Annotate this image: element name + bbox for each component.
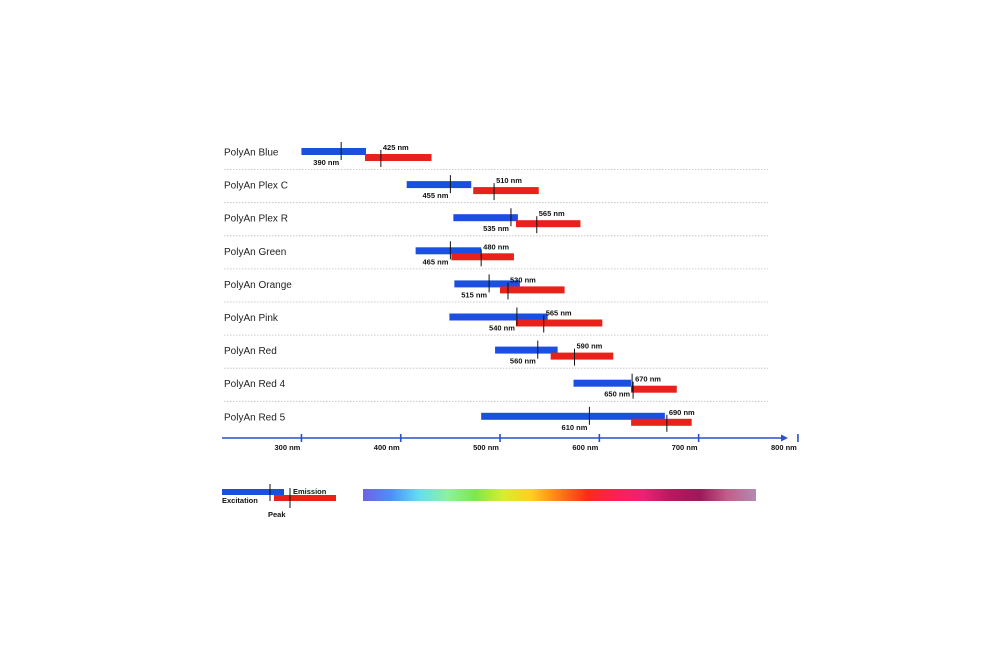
emission-peak-label: 425 nm — [383, 143, 409, 152]
excitation-peak-label: 535 nm — [483, 224, 509, 233]
emission-peak-label: 565 nm — [546, 309, 572, 318]
emission-bar — [364, 154, 432, 161]
emission-peak-label: 530 nm — [510, 275, 536, 284]
x-tick-label: 300 nm — [275, 443, 301, 452]
row-1: PolyAn Plex C 455 nm 510 nm — [224, 175, 768, 204]
excitation-peak-label: 465 nm — [423, 257, 449, 266]
row-label: PolyAn Green — [224, 247, 286, 258]
emission-bar — [473, 187, 539, 195]
x-tick-label: 600 nm — [572, 443, 598, 452]
x-tick-label: 400 nm — [374, 443, 400, 452]
x-tick-label: 700 nm — [672, 443, 698, 452]
excitation-peak-label: 455 nm — [423, 191, 449, 200]
row-label: PolyAn Red — [224, 346, 277, 357]
excitation-bar — [415, 247, 482, 255]
excitation-bar — [481, 412, 665, 420]
row-label: PolyAn Plex R — [224, 214, 288, 225]
emission-peak-label: 565 nm — [539, 209, 565, 218]
legend-excitation-label: Excitation — [222, 496, 258, 505]
legend: Excitation Emission Peak — [222, 484, 756, 519]
emission-bar — [515, 319, 603, 327]
emission-bar — [631, 385, 677, 393]
excitation-bar — [301, 148, 366, 155]
row-label: PolyAn Red 5 — [224, 412, 286, 423]
row-5: PolyAn Pink 540 nm 565 nm — [224, 307, 768, 336]
excitation-bar — [453, 214, 518, 222]
excitation-peak-label: 650 nm — [604, 390, 630, 399]
excitation-bar — [454, 280, 520, 288]
legend-peak-label: Peak — [268, 510, 286, 519]
emission-bar — [451, 253, 514, 261]
rows-layer: PolyAn Blue 390 nm 425 nm PolyAn Plex C 455 … — [224, 142, 768, 432]
excitation-peak-label: 560 nm — [510, 357, 536, 366]
excitation-bar — [449, 313, 548, 321]
emission-peak-label: 670 nm — [635, 375, 661, 384]
excitation-bar — [406, 181, 472, 189]
row-label: PolyAn Blue — [224, 148, 279, 159]
excitation-bar — [573, 379, 632, 387]
row-0: PolyAn Blue 390 nm 425 nm — [224, 142, 768, 171]
excitation-peak-label: 390 nm — [313, 158, 339, 167]
legend-emission-bar — [274, 495, 336, 501]
excitation-peak-label: 540 nm — [489, 324, 515, 333]
spectrum-bar — [363, 489, 756, 501]
x-tick-label: 500 nm — [473, 443, 499, 452]
row-8: PolyAn Red 5 610 nm 690 nm — [224, 406, 695, 432]
row-4: PolyAn Orange 515 nm 530 nm — [224, 274, 768, 303]
row-label: PolyAn Orange — [224, 280, 292, 291]
emission-bar — [550, 352, 614, 360]
excitation-peak-label: 515 nm — [461, 290, 487, 299]
x-axis-arrow-icon — [781, 434, 788, 442]
row-label: PolyAn Pink — [224, 313, 279, 324]
emission-bar — [515, 220, 581, 228]
emission-bar — [500, 286, 565, 294]
legend-emission-label: Emission — [293, 487, 327, 496]
x-axis: 300 nm 400 nm 500 nm 600 nm 700 nm 800 nm — [222, 434, 799, 452]
row-2: PolyAn Plex R 535 nm 565 nm — [224, 208, 768, 237]
excitation-bar — [495, 346, 558, 354]
emission-peak-label: 690 nm — [669, 408, 695, 417]
emission-bar — [631, 418, 692, 426]
row-6: PolyAn Red 560 nm 590 nm — [224, 340, 768, 369]
emission-peak-label: 510 nm — [496, 176, 522, 185]
legend-excitation-bar — [222, 489, 284, 495]
row-label: PolyAn Plex C — [224, 181, 288, 192]
emission-peak-label: 590 nm — [577, 342, 603, 351]
excitation-peak-label: 610 nm — [562, 423, 588, 432]
row-3: PolyAn Green 465 nm 480 nm — [224, 241, 768, 270]
x-tick-label: 800 nm — [771, 443, 797, 452]
row-label: PolyAn Red 4 — [224, 379, 286, 390]
emission-peak-label: 480 nm — [483, 242, 509, 251]
row-7: PolyAn Red 4 650 nm 670 nm — [224, 373, 768, 402]
